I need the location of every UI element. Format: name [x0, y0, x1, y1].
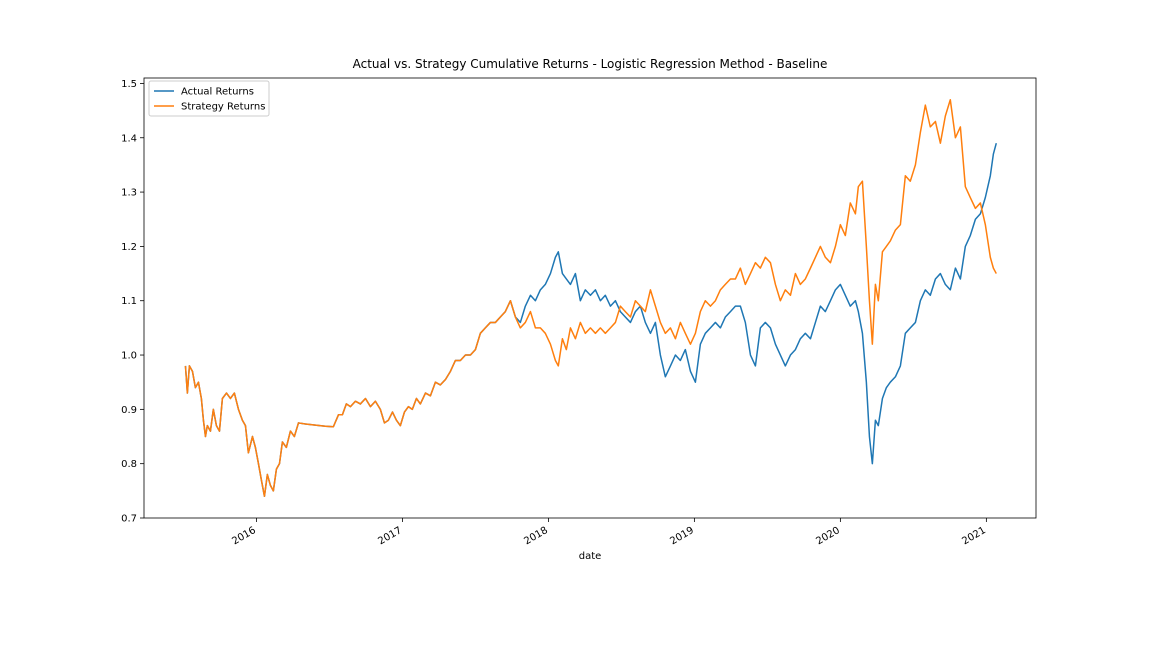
- legend-box: [148, 80, 270, 117]
- series-line: [184, 98, 997, 498]
- y-tick-label: 1.0: [121, 351, 137, 362]
- plot-area: [184, 98, 998, 498]
- y-tick-label: 1.3: [121, 188, 137, 199]
- x-axis-label: date: [579, 551, 602, 562]
- y-tick-label: 0.8: [121, 459, 137, 470]
- y-tick-label: 1.2: [121, 242, 137, 253]
- y-tick-label: 0.9: [121, 405, 137, 416]
- y-tick-label: 1.4: [121, 133, 137, 144]
- legend-label: Actual Returns: [181, 87, 254, 98]
- y-tick-label: 1.1: [121, 296, 137, 307]
- y-tick-label: 1.5: [121, 79, 137, 90]
- chart-title: Actual vs. Strategy Cumulative Returns -…: [353, 57, 828, 71]
- y-tick-label: 0.7: [121, 514, 137, 525]
- axes-frame: [143, 77, 1037, 519]
- legend-label: Strategy Returns: [181, 102, 265, 113]
